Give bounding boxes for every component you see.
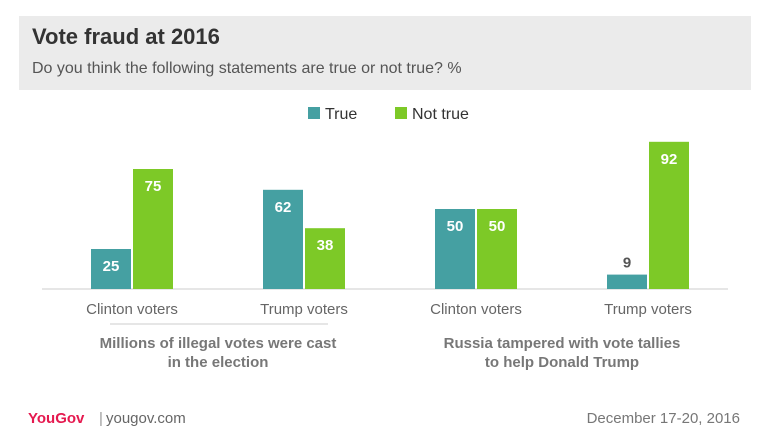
data-label: 25 (103, 258, 120, 275)
data-label: 92 (661, 151, 678, 168)
group-label: Russia tampered with vote tallies (444, 335, 681, 352)
bar (91, 249, 131, 289)
x-tick-label: Clinton voters (430, 301, 522, 318)
x-tick-label: Trump voters (260, 301, 348, 318)
legend-label: Not true (412, 106, 469, 123)
legend-swatch (395, 107, 407, 119)
bar (263, 189, 303, 289)
data-label: 62 (275, 199, 292, 216)
group-label: in the election (168, 354, 269, 371)
group-label: to help Donald Trump (485, 354, 639, 371)
yougov-logo: YouGov (28, 410, 85, 427)
x-tick-label: Clinton voters (86, 301, 178, 318)
bar (305, 228, 345, 289)
legend-swatch (308, 107, 320, 119)
chart-subtitle: Do you think the following statements ar… (32, 60, 462, 77)
data-label: 50 (447, 218, 464, 235)
bar (133, 169, 173, 289)
group-label: Millions of illegal votes were cast (100, 335, 337, 352)
data-label: 50 (489, 218, 506, 235)
legend-label: True (325, 106, 357, 123)
bar (477, 209, 517, 289)
x-tick-label: Trump voters (604, 301, 692, 318)
data-label: 9 (623, 255, 631, 272)
footer-separator: | (99, 410, 103, 427)
bar (435, 209, 475, 289)
data-label: 75 (145, 178, 162, 195)
footer-url[interactable]: yougov.com (106, 410, 186, 427)
bar (607, 274, 647, 289)
chart-title: Vote fraud at 2016 (32, 24, 220, 49)
data-label: 38 (317, 237, 334, 254)
bar (649, 141, 689, 289)
chart-header: Vote fraud at 2016 Do you think the foll… (19, 16, 751, 90)
footer-date: December 17-20, 2016 (586, 410, 740, 427)
